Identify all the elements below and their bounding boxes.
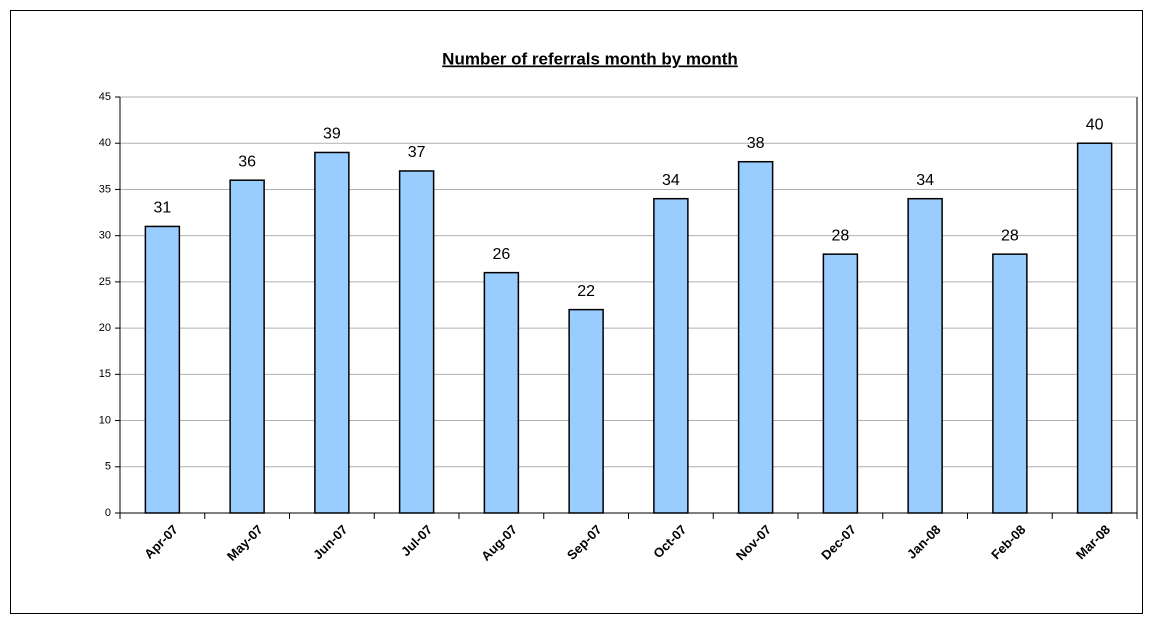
data-label: 26 (492, 246, 510, 263)
bar (398, 170, 435, 514)
y-tick-label: 35 (99, 183, 111, 195)
bar (653, 197, 689, 514)
y-tick-label: 45 (99, 91, 111, 103)
bar (229, 179, 265, 514)
data-label: 36 (238, 153, 256, 170)
data-label: 31 (153, 200, 171, 217)
data-label: 38 (747, 135, 765, 152)
bar (568, 308, 604, 514)
y-tick-label: 10 (99, 414, 111, 426)
bar (1076, 142, 1113, 514)
bar (483, 271, 520, 514)
chart-title: Number of referrals month by month (442, 49, 738, 68)
bar (314, 151, 350, 514)
bar (822, 253, 859, 514)
data-label: 34 (662, 172, 680, 189)
data-label: 39 (323, 126, 341, 143)
bar (144, 225, 181, 514)
y-tick-label: 20 (99, 322, 111, 334)
data-label: 28 (1001, 227, 1019, 244)
y-tick-label: 15 (99, 368, 111, 380)
y-tick-label: 25 (99, 276, 111, 288)
y-tick-label: 5 (105, 461, 111, 473)
bar (907, 197, 943, 514)
data-label: 28 (831, 227, 849, 244)
y-tick-label: 40 (99, 137, 111, 149)
bar (737, 160, 774, 514)
data-label: 40 (1086, 116, 1104, 133)
data-label: 22 (577, 283, 595, 300)
y-tick-label: 30 (99, 230, 111, 242)
data-label: 34 (916, 172, 934, 189)
bar (992, 253, 1028, 514)
data-label: 37 (408, 144, 426, 161)
y-tick-label: 0 (105, 507, 111, 519)
